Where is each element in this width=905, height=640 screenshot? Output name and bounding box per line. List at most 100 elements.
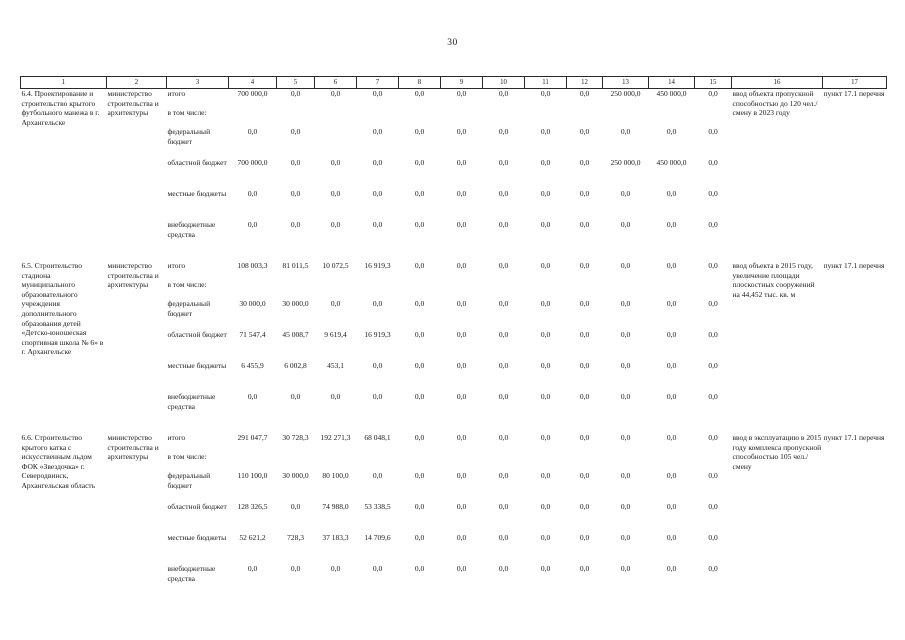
- column-header: 8: [398, 76, 441, 89]
- funding-label-cell: местные бюджеты: [167, 361, 227, 370]
- amount-cell: 0,0: [620, 533, 631, 542]
- amount-cell: 0,0: [620, 564, 631, 573]
- amount-cell: 0,0: [708, 392, 718, 401]
- amount-cell: 0,0: [540, 433, 551, 442]
- amount-cell: 0,0: [579, 158, 590, 167]
- amount-cell: 0,0: [579, 471, 590, 480]
- amount-cell: 0,0: [708, 89, 718, 98]
- amount-cell: 0,0: [540, 158, 551, 167]
- amount-cell: 0,0: [620, 433, 631, 442]
- column-header: 12: [566, 76, 603, 89]
- funding-row: областной бюджет 700 000,0 0,0 0,0 0,0 0,0 0,0…: [21, 158, 887, 189]
- amount-cell: 700 000,0: [237, 158, 268, 167]
- amount-cell: 0,0: [456, 392, 467, 401]
- amount-cell: 0,0: [290, 392, 301, 401]
- amount-cell: 0,0: [666, 220, 677, 229]
- amount-cell: 0,0: [498, 502, 509, 511]
- funding-row: внебюджетные средства 0,0 0,0 0,0 0,0 0,0 0,0 0…: [21, 564, 887, 605]
- amount-cell: 0,0: [330, 220, 341, 229]
- amount-cell: 0,0: [540, 564, 551, 573]
- amount-cell: 0,0: [247, 220, 258, 229]
- amount-cell: 0,0: [498, 564, 509, 573]
- page-number: 30: [447, 38, 458, 48]
- funding-label-cell: в том числе:: [167, 280, 207, 289]
- funding-row: внебюджетные средства 0,0 0,0 0,0 0,0 0,0 0,0 0…: [21, 392, 887, 433]
- funding-label-cell: внебюджетные средства: [167, 392, 216, 411]
- amount-cell: 0,0: [579, 361, 590, 370]
- amount-cell: 0,0: [456, 564, 467, 573]
- amount-cell: 0,0: [579, 189, 590, 198]
- reference-cell: пункт 17.1 перечня: [823, 433, 885, 442]
- amount-cell: 450 000,0: [656, 89, 687, 98]
- amount-cell: 450 000,0: [656, 158, 687, 167]
- amount-cell: 53 338,5: [364, 502, 391, 511]
- amount-cell: 0,0: [290, 127, 301, 136]
- budget-table: 1 2 3 4 5 6 7 8 9 10 11 12 13 14 15 16 1…: [20, 76, 887, 605]
- amount-cell: 0,0: [456, 220, 467, 229]
- amount-cell: 0,0: [708, 299, 718, 308]
- amount-cell: 0,0: [372, 299, 383, 308]
- amount-cell: 0,0: [372, 158, 383, 167]
- amount-cell: 45 008,7: [282, 330, 309, 339]
- amount-cell: 0,0: [414, 220, 425, 229]
- amount-cell: 74 988,0: [322, 502, 349, 511]
- amount-cell: 71 547,4: [239, 330, 266, 339]
- column-header: 7: [356, 76, 399, 89]
- funding-row: федеральный бюджет 0,0 0,0 0,0 0,0 0,0 0,0 0,0 0…: [21, 127, 887, 158]
- funding-label-cell: итого: [167, 89, 186, 98]
- amount-cell: 0,0: [666, 533, 677, 542]
- column-header: 10: [482, 76, 525, 89]
- amount-cell: 0,0: [414, 127, 425, 136]
- reference-cell: пункт 17.1 перечня: [823, 261, 885, 270]
- column-header: 14: [648, 76, 695, 89]
- amount-cell: 128 326,5: [237, 502, 268, 511]
- project-name-cell: 6.4. Проектирование и строительство крыт…: [21, 89, 100, 127]
- amount-cell: 0,0: [372, 220, 383, 229]
- amount-cell: 0,0: [372, 189, 383, 198]
- amount-cell: 0,0: [708, 433, 718, 442]
- amount-cell: 0,0: [498, 330, 509, 339]
- table-header-row: 1 2 3 4 5 6 7 8 9 10 11 12 13 14 15 16 1…: [20, 76, 887, 89]
- amount-cell: 16 919,3: [364, 330, 391, 339]
- amount-cell: 0,0: [579, 299, 590, 308]
- amount-cell: 0,0: [540, 89, 551, 98]
- amount-cell: 37 183,3: [322, 533, 349, 542]
- table-body: 6.4. Проектирование и строительство крыт…: [21, 89, 887, 606]
- amount-cell: 0,0: [540, 330, 551, 339]
- amount-cell: 6 002,8: [284, 361, 307, 370]
- funding-label-cell: местные бюджеты: [167, 533, 227, 542]
- amount-cell: 0,0: [540, 502, 551, 511]
- amount-cell: 0,0: [708, 261, 718, 270]
- amount-cell: 0,0: [372, 564, 383, 573]
- amount-cell: 0,0: [579, 330, 590, 339]
- column-header: 9: [440, 76, 483, 89]
- amount-cell: 0,0: [540, 533, 551, 542]
- funding-row: федеральный бюджет 110 100,0 30 000,0 80 10…: [21, 471, 887, 502]
- amount-cell: 0,0: [456, 299, 467, 308]
- amount-cell: 0,0: [414, 392, 425, 401]
- amount-cell: 0,0: [620, 471, 631, 480]
- funding-label-cell: в том числе:: [167, 108, 207, 117]
- result-cell: ввод объекта в 2015 году, увеличение пло…: [732, 261, 815, 299]
- amount-cell: 0,0: [330, 564, 341, 573]
- amount-cell: 0,0: [666, 127, 677, 136]
- amount-cell: 0,0: [498, 158, 509, 167]
- amount-cell: 0,0: [456, 361, 467, 370]
- reference-cell: пункт 17.1 перечня: [823, 89, 885, 98]
- funding-label-cell: итого: [167, 261, 186, 270]
- amount-cell: 0,0: [708, 361, 718, 370]
- amount-cell: 80 100,0: [322, 471, 349, 480]
- amount-cell: 0,0: [498, 392, 509, 401]
- amount-cell: 30 000,0: [282, 299, 309, 308]
- amount-cell: 0,0: [666, 433, 677, 442]
- amount-cell: 0,0: [414, 471, 425, 480]
- amount-cell: 0,0: [290, 89, 301, 98]
- funding-label-cell: федеральный бюджет: [167, 471, 211, 490]
- amount-cell: 0,0: [372, 361, 383, 370]
- amount-cell: 0,0: [372, 392, 383, 401]
- amount-cell: 0,0: [498, 89, 509, 98]
- amount-cell: 0,0: [290, 158, 301, 167]
- empty-amounts-cell: [229, 108, 732, 127]
- amount-cell: 0,0: [498, 533, 509, 542]
- amount-cell: 0,0: [498, 361, 509, 370]
